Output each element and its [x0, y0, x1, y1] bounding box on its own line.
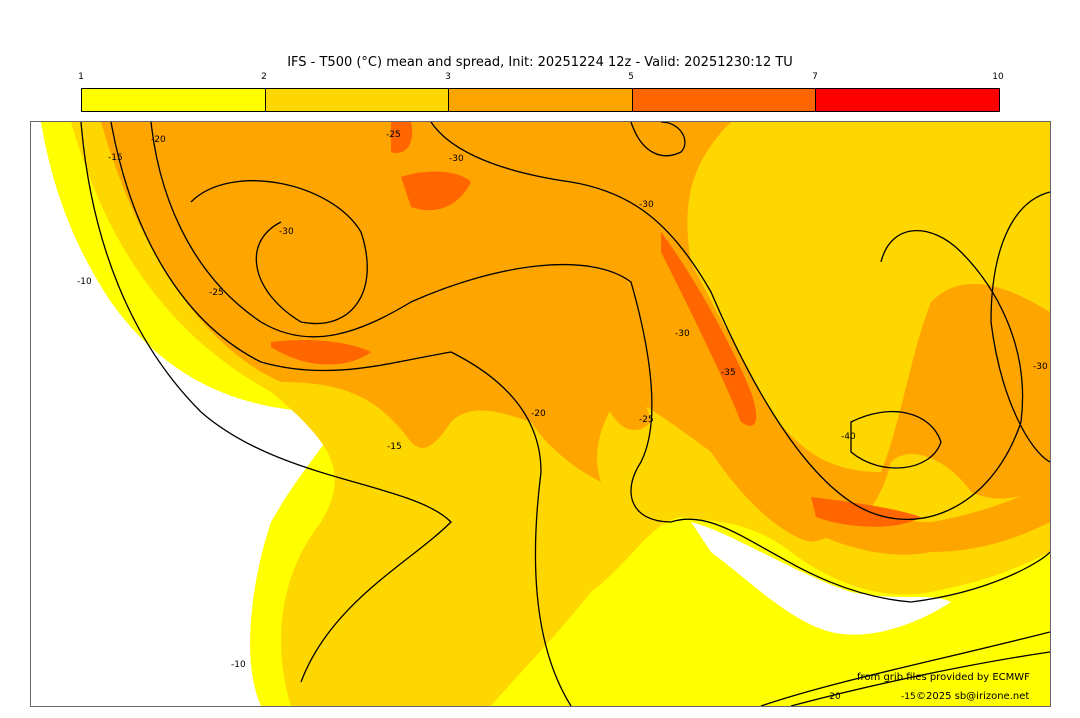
contour-label: -20	[151, 135, 166, 145]
contour-label: -10	[231, 660, 246, 670]
contour-label: -40	[841, 432, 856, 442]
contour-label: -15	[901, 692, 916, 702]
spread-none-region	[31, 122, 337, 706]
contour-labels: -15 -20 -30 -25 -10 -25 -30 -30 -30 -35 …	[77, 130, 1048, 702]
copyright-credit: ©2025 sb@irizone.net	[916, 691, 1030, 702]
spread-orange	[580, 262, 651, 431]
data-source-credit: from grib files provided by ECMWF	[857, 672, 1030, 683]
contour-label: -25	[386, 130, 401, 140]
contour-label: -20	[531, 409, 546, 419]
contour-label: -20	[826, 692, 841, 702]
colorbar-tick: 5	[628, 72, 634, 82]
spread-darkorange	[271, 340, 371, 365]
contour-label: -15	[387, 442, 402, 452]
spread-orange	[101, 122, 1050, 542]
colorbar-segment	[82, 89, 266, 111]
colorbar-tick: 10	[992, 72, 1004, 82]
spread-darkorange	[661, 232, 757, 426]
colorbar-segment	[449, 89, 633, 111]
contour-label: -35	[721, 368, 736, 378]
spread-darkorange	[391, 122, 413, 153]
spread-none-region	[691, 522, 951, 635]
contour-label: -30	[639, 200, 654, 210]
map-title: IFS - T500 (°C) mean and spread, Init: 2…	[287, 55, 793, 70]
contour-label: -30	[279, 227, 294, 237]
colorbar-segment	[816, 89, 999, 111]
colorbar	[81, 88, 1000, 112]
colorbar-tick: 3	[445, 72, 451, 82]
contour-label: -30	[675, 329, 690, 339]
contour-label: -30	[449, 154, 464, 164]
contour-label: -15	[108, 153, 123, 163]
colorbar-tick: 2	[261, 72, 267, 82]
weather-map: -15 -20 -30 -25 -10 -25 -30 -30 -30 -35 …	[30, 121, 1051, 707]
spread-darkorange	[811, 497, 921, 527]
colorbar-segment	[632, 89, 817, 111]
contour-label: -10	[77, 277, 92, 287]
temperature-contours	[80, 122, 1050, 706]
contour-label: -25	[639, 415, 654, 425]
contour-label: -30	[1033, 362, 1048, 372]
contour-label: -25	[209, 288, 224, 298]
colorbar-segment	[265, 89, 450, 111]
spread-orange	[750, 452, 1050, 555]
colorbar-tick: 1	[78, 72, 84, 82]
colorbar-tick: 7	[812, 72, 818, 82]
spread-darkorange	[401, 171, 471, 211]
